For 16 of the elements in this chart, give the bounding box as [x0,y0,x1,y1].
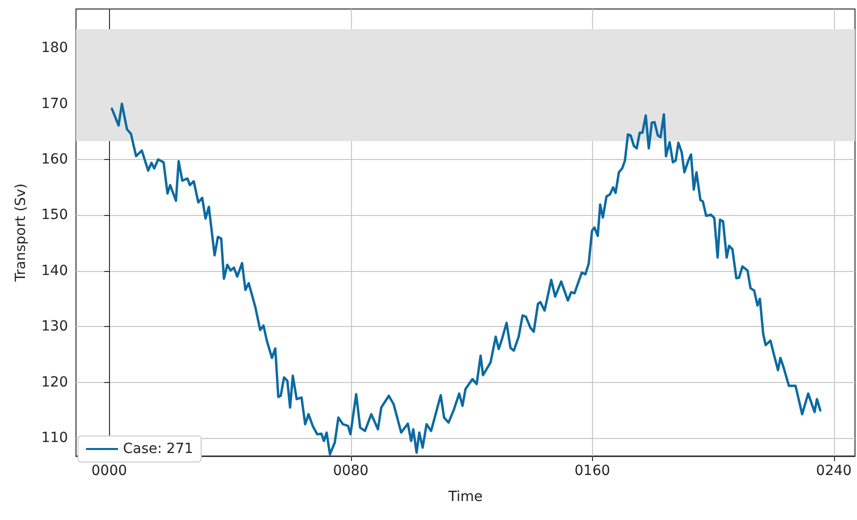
legend-label: Case: 271 [123,441,194,457]
x-tick-label: 0160 [574,463,610,479]
y-tick-label: 160 [41,151,68,168]
y-tick-label: 180 [41,40,68,56]
y-tick-label: 130 [41,318,68,335]
x-tick-label: 0080 [332,463,369,479]
y-axis-title: Transport (Sv) [13,183,29,283]
y-tick-label: 140 [41,262,68,279]
y-tick-label: 120 [41,374,68,390]
x-axis-title: Time [447,489,483,505]
y-tick-label: 150 [41,207,68,224]
y-tick-label: 170 [41,96,68,112]
x-tick-label: 0240 [816,463,852,479]
y-tick-label: 110 [41,430,68,446]
x-tick-label: 0000 [91,463,128,479]
line-series [110,102,822,456]
